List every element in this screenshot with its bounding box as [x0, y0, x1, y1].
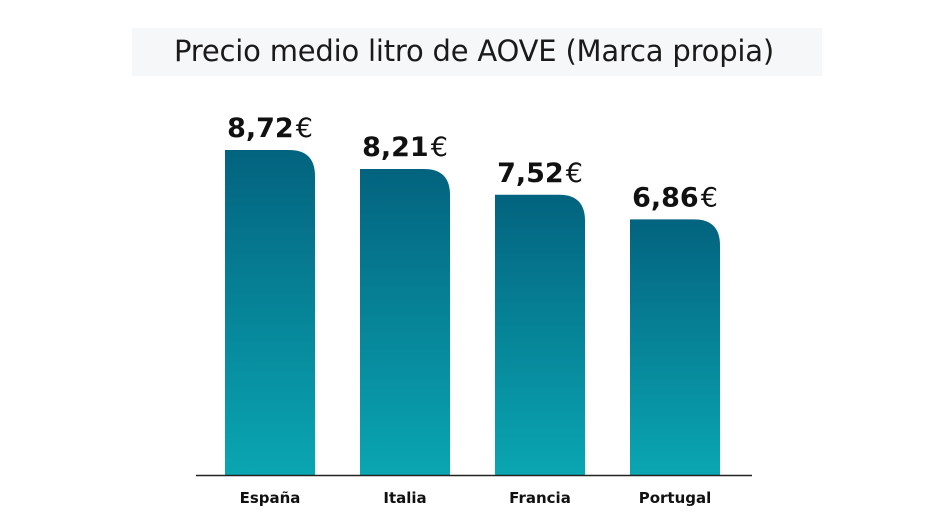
title-background	[132, 28, 822, 76]
category-label: España	[240, 489, 301, 507]
bars-group	[225, 150, 720, 475]
value-label: 8,72€	[227, 113, 313, 144]
chart-title: Precio medio litro de AOVE (Marca propia…	[174, 34, 774, 68]
value-label: 8,21€	[362, 132, 448, 163]
value-label: 6,86€	[632, 182, 718, 213]
bar-españa	[225, 150, 315, 475]
bar-portugal	[630, 219, 720, 475]
bar-italia	[360, 169, 450, 475]
bar-francia	[495, 194, 585, 475]
category-labels-group: España Italia Francia Portugal	[240, 489, 712, 507]
value-label: 7,52€	[497, 158, 583, 189]
category-label: Portugal	[639, 489, 712, 507]
category-label: Italia	[383, 489, 426, 507]
category-label: Francia	[509, 489, 571, 507]
value-labels-group: 8,72€ 8,21€ 7,52€ 6,86€	[227, 113, 718, 213]
